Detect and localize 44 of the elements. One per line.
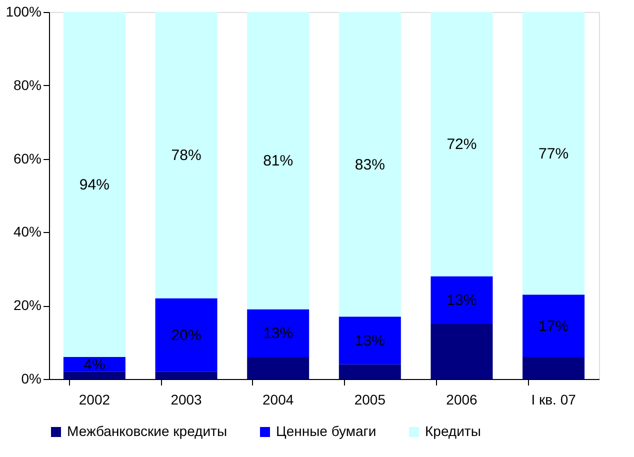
data-label: 13% [263, 325, 294, 342]
bar [430, 324, 493, 379]
bar [522, 12, 585, 295]
bar [155, 298, 218, 372]
y-tick-label: 40% [13, 224, 42, 240]
y-tick-label: 60% [13, 150, 42, 166]
data-label: 17% [538, 318, 569, 335]
x-tick-label: 2002 [78, 392, 110, 408]
bar [247, 356, 310, 379]
data-label: 77% [538, 145, 569, 162]
data-label: 13% [354, 332, 385, 350]
bar [247, 12, 310, 310]
data-label: 83% [354, 156, 385, 174]
bar [338, 316, 401, 364]
bar [155, 12, 218, 298]
bar [155, 372, 218, 379]
legend-label: Кредиты [425, 423, 481, 439]
y-tick-label: 100% [6, 4, 42, 20]
bar [63, 372, 126, 379]
data-label: 4% [84, 356, 106, 374]
bar [63, 12, 126, 357]
data-label: 13% [446, 292, 477, 310]
legend-label: Ценные бумаги [276, 423, 376, 439]
bar [430, 12, 493, 276]
data-label: 20% [171, 326, 202, 344]
bar [522, 294, 585, 357]
bar [338, 364, 401, 379]
x-tick-label: 2004 [262, 392, 294, 408]
x-tick-label: 2006 [446, 392, 478, 408]
data-label: 78% [171, 147, 202, 164]
bar [430, 276, 493, 324]
legend-label: Межбанковские кредиты [67, 423, 228, 439]
y-tick-label: 0% [21, 370, 42, 386]
bar [522, 356, 585, 379]
x-tick-label: I кв. 07 [531, 392, 576, 408]
y-tick-label: 80% [13, 76, 42, 93]
x-tick-label: 2005 [354, 392, 386, 408]
data-label: 94% [79, 176, 110, 194]
y-tick-label: 20% [13, 297, 42, 314]
x-tick-label: 2003 [170, 392, 202, 408]
data-label: 81% [263, 152, 294, 170]
bar [338, 12, 401, 317]
bar [247, 309, 310, 357]
data-label: 72% [446, 136, 477, 154]
